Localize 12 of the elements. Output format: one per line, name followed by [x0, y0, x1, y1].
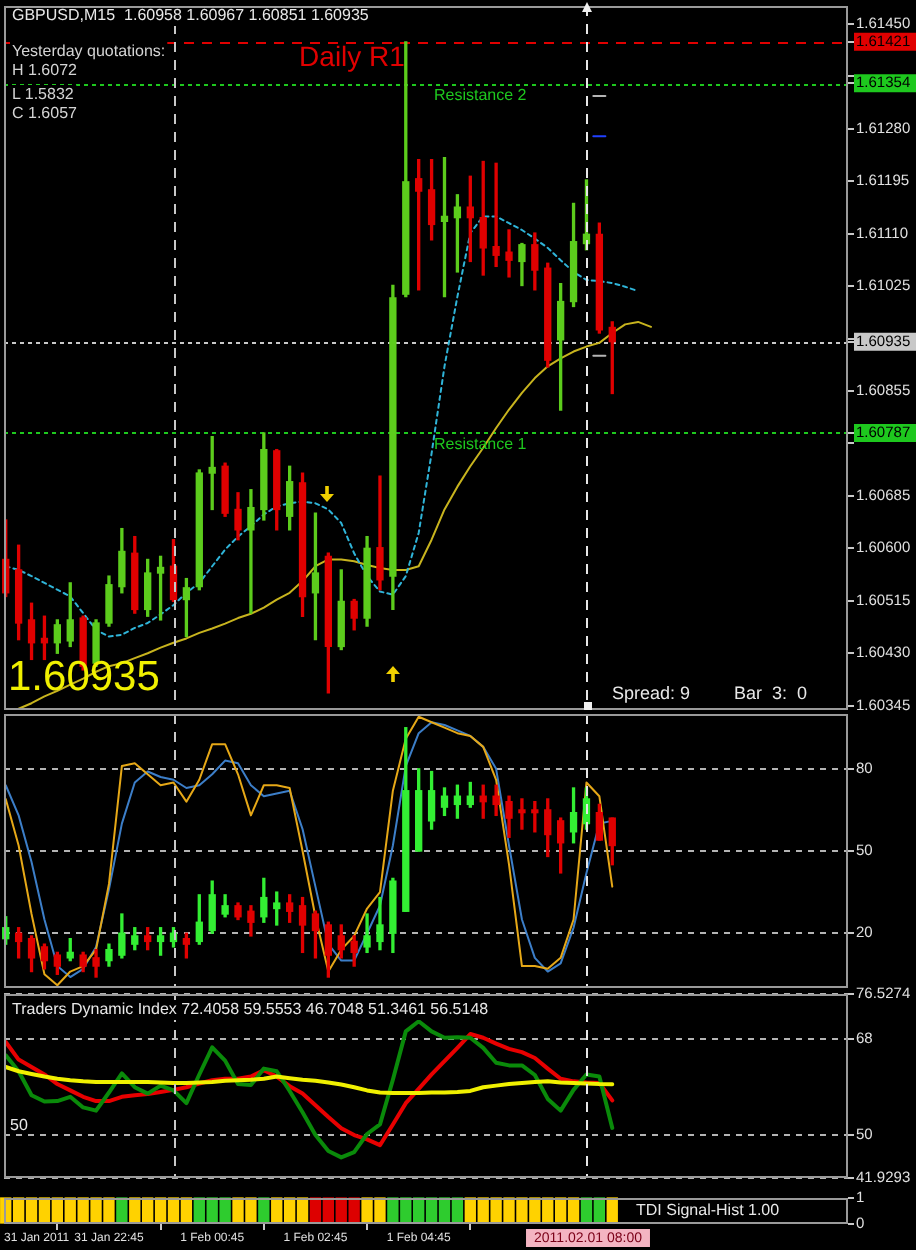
ref-line-label: Daily R1: [299, 39, 406, 72]
annotation: 50: [10, 1115, 29, 1134]
chart-title: GBPUSD,M15 1.60958 1.60967 1.60851 1.60935: [12, 6, 370, 25]
annotation: H 1.6072: [12, 61, 79, 80]
ref-line-label: Resistance 2: [434, 85, 528, 104]
chart-title: TDI Signal-Hist 1.00: [636, 1201, 781, 1220]
annotation: L 1.5832: [12, 85, 75, 104]
chart-title: Traders Dynamic Index 72.4058 59.5553 46.7048 51.3461 56.5148: [12, 1000, 490, 1019]
annotation: C 1.6057: [12, 104, 79, 123]
annotation: Bar 3: 0: [734, 682, 808, 703]
annotation: Yesterday quotations:: [12, 42, 166, 61]
annotation: Spread: 9: [612, 682, 691, 703]
